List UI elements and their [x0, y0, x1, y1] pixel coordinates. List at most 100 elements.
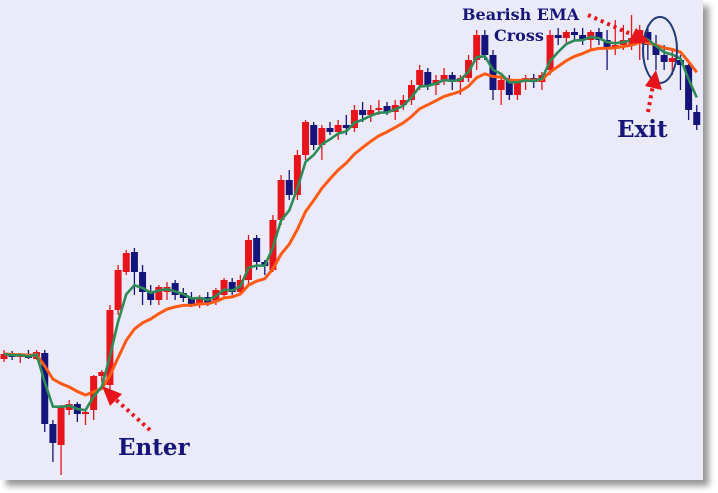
candle [98, 370, 106, 382]
candle [302, 120, 310, 160]
candle-body [603, 40, 611, 48]
exit-label: Exit [617, 116, 668, 143]
candle-body [676, 60, 684, 65]
enter-arrow [102, 386, 152, 432]
candle-body [147, 292, 155, 300]
candle-body [497, 80, 505, 90]
exit-arrow [645, 70, 662, 113]
candle-body [155, 287, 163, 300]
candle [685, 60, 693, 120]
enter-label: Enter [118, 434, 191, 461]
candle-body [245, 240, 252, 280]
bearish-cross-label-line1: Bearish EMA [462, 5, 580, 24]
candle [73, 402, 81, 422]
candle-body [554, 35, 562, 38]
candle-body [0, 354, 8, 359]
candle [285, 170, 293, 200]
candle [318, 125, 326, 160]
candle [122, 250, 130, 275]
candle [147, 285, 155, 305]
candle-body [228, 282, 236, 292]
candle-body [106, 310, 114, 385]
candle-body [579, 35, 587, 40]
candle [603, 30, 611, 70]
candle-body [57, 407, 65, 445]
candle-body [139, 272, 147, 292]
candle [693, 105, 701, 130]
candle-body [130, 252, 138, 272]
candle [497, 75, 505, 105]
candle-body [82, 412, 89, 414]
candle [114, 265, 122, 315]
candle [571, 28, 578, 40]
candle-body [513, 82, 521, 95]
candle [171, 280, 179, 300]
candle [155, 285, 163, 305]
candle [57, 405, 65, 475]
candle [579, 28, 587, 45]
candle-body [171, 283, 179, 295]
candle [546, 30, 554, 75]
candle-body [660, 55, 668, 62]
candle-body [367, 110, 375, 115]
candle-body [334, 125, 342, 132]
slow-ema-line [3, 40, 698, 397]
candle-body [473, 35, 481, 60]
candle-body [652, 45, 660, 55]
candle-body [293, 155, 301, 195]
candle-body [350, 110, 358, 128]
candle [399, 95, 407, 110]
candle-body [383, 106, 391, 112]
candle-body [41, 353, 49, 424]
candle-body [310, 125, 318, 145]
candle-body [375, 108, 383, 110]
candle-body [114, 270, 122, 310]
cross-arrow [587, 13, 650, 44]
candle-body [685, 65, 693, 110]
candle-body [595, 32, 603, 40]
candle-body [399, 100, 407, 105]
candle [253, 235, 261, 270]
candle-body [277, 180, 285, 220]
candle-body [49, 424, 57, 443]
candle [408, 80, 415, 105]
candle-body [489, 55, 497, 90]
candle-body [98, 372, 106, 376]
candle-body [342, 125, 350, 128]
candle-body [318, 128, 326, 145]
candle-body [571, 32, 578, 35]
bearish-cross-label-line2: Cross [494, 26, 544, 45]
candle [587, 30, 595, 50]
candle-body [285, 180, 293, 195]
fast-ema-line [3, 34, 698, 412]
candle [139, 265, 147, 305]
candle-body [302, 122, 310, 155]
candle-body [546, 35, 554, 70]
candle [220, 278, 228, 298]
candle-body [424, 72, 432, 85]
candle [440, 68, 448, 85]
candle-body [668, 58, 676, 62]
candle [465, 55, 473, 82]
candle-body [440, 75, 448, 80]
candle-body [122, 253, 130, 272]
candle [245, 235, 252, 285]
candle [350, 105, 358, 132]
candle-body [196, 297, 204, 304]
candle-body [465, 60, 473, 78]
candle [326, 122, 334, 135]
candles-group [0, 15, 701, 475]
candle [562, 30, 570, 45]
candle [522, 75, 530, 90]
candle [0, 350, 8, 362]
candle [310, 122, 318, 150]
candle-body [253, 238, 261, 262]
candle-body [448, 75, 456, 82]
candle [277, 175, 285, 225]
candle-body [408, 85, 415, 100]
candle-body [481, 35, 489, 55]
candle [652, 35, 660, 70]
cross-highlight-ellipse [642, 16, 678, 84]
candle-body [220, 280, 228, 295]
